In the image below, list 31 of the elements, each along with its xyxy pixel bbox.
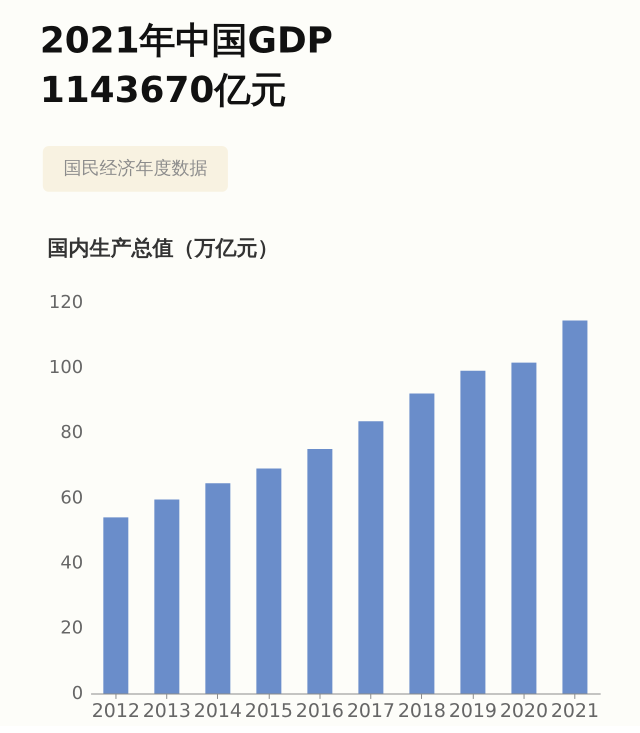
- x-tick-label: 2021: [550, 700, 599, 722]
- x-tick-label: 2018: [398, 700, 446, 722]
- y-tick-label: 20: [60, 618, 84, 639]
- x-tick-label: 2020: [500, 700, 548, 722]
- chart-subtitle: 1143670亿元: [40, 70, 286, 112]
- x-tick-label: 2013: [142, 700, 191, 722]
- y-tick-label: 100: [48, 356, 84, 378]
- bar: [307, 448, 332, 694]
- x-tick-label: 2014: [194, 700, 242, 722]
- bar: [562, 320, 588, 694]
- bar: [358, 421, 384, 694]
- x-tick-label: 2016: [296, 700, 344, 722]
- x-tick-label: 2019: [448, 700, 497, 722]
- y-tick-label: 120: [48, 292, 84, 313]
- chart-title: 2021年中国GDP: [40, 20, 333, 62]
- y-tick-label: 60: [60, 487, 84, 508]
- y-tick-label: 0: [72, 682, 84, 704]
- y-axis-title: 国内生产总值（万亿元）: [47, 236, 278, 260]
- bar: [460, 370, 486, 694]
- x-tick-label: 2015: [244, 700, 293, 722]
- text: 国民经济年度数据: [64, 158, 208, 179]
- bar: [205, 483, 230, 694]
- bar: [409, 394, 434, 694]
- bar: [256, 468, 282, 694]
- y-tick-label: 80: [60, 422, 84, 444]
- y-tick-label: 40: [60, 552, 84, 574]
- bar: [511, 362, 536, 694]
- x-tick-label: 2012: [92, 700, 140, 722]
- bar: [103, 517, 128, 694]
- bar: [154, 500, 180, 694]
- x-tick-label: 2017: [346, 700, 395, 722]
